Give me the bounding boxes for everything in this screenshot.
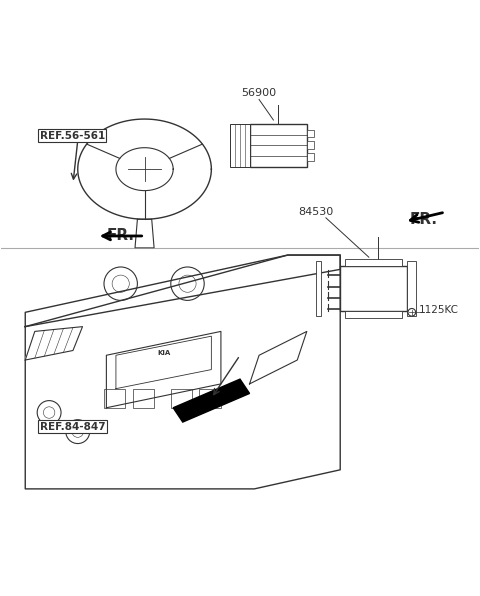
- Bar: [104, 389, 125, 408]
- Bar: [307, 129, 314, 137]
- Bar: [345, 311, 402, 318]
- Polygon shape: [173, 379, 250, 422]
- Text: FR.: FR.: [107, 228, 134, 243]
- Bar: [307, 141, 314, 149]
- Text: 56900: 56900: [241, 88, 276, 98]
- Bar: [345, 259, 402, 266]
- Polygon shape: [135, 219, 154, 248]
- Text: REF.56-561: REF.56-561: [39, 131, 105, 141]
- Text: REF.84-847: REF.84-847: [39, 422, 105, 432]
- Polygon shape: [107, 331, 221, 408]
- Bar: [307, 153, 314, 161]
- Polygon shape: [25, 255, 340, 327]
- Bar: [199, 389, 221, 408]
- Bar: [132, 389, 154, 408]
- Bar: [171, 389, 192, 408]
- Polygon shape: [78, 119, 211, 219]
- Bar: [230, 124, 250, 167]
- Text: 1125KC: 1125KC: [419, 305, 459, 315]
- Polygon shape: [250, 331, 307, 384]
- Text: 84530: 84530: [299, 207, 334, 217]
- Bar: [340, 266, 407, 311]
- Bar: [250, 124, 307, 167]
- Polygon shape: [25, 255, 340, 489]
- Polygon shape: [116, 336, 211, 389]
- Circle shape: [408, 309, 416, 316]
- Text: KIA: KIA: [157, 350, 170, 356]
- Bar: [407, 261, 416, 316]
- Text: FR.: FR.: [409, 212, 437, 226]
- Bar: [316, 261, 321, 316]
- Polygon shape: [116, 148, 173, 191]
- Polygon shape: [25, 327, 83, 360]
